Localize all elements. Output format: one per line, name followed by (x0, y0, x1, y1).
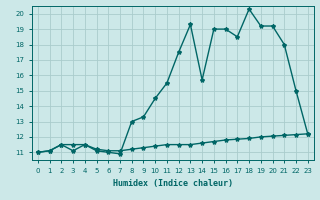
X-axis label: Humidex (Indice chaleur): Humidex (Indice chaleur) (113, 179, 233, 188)
